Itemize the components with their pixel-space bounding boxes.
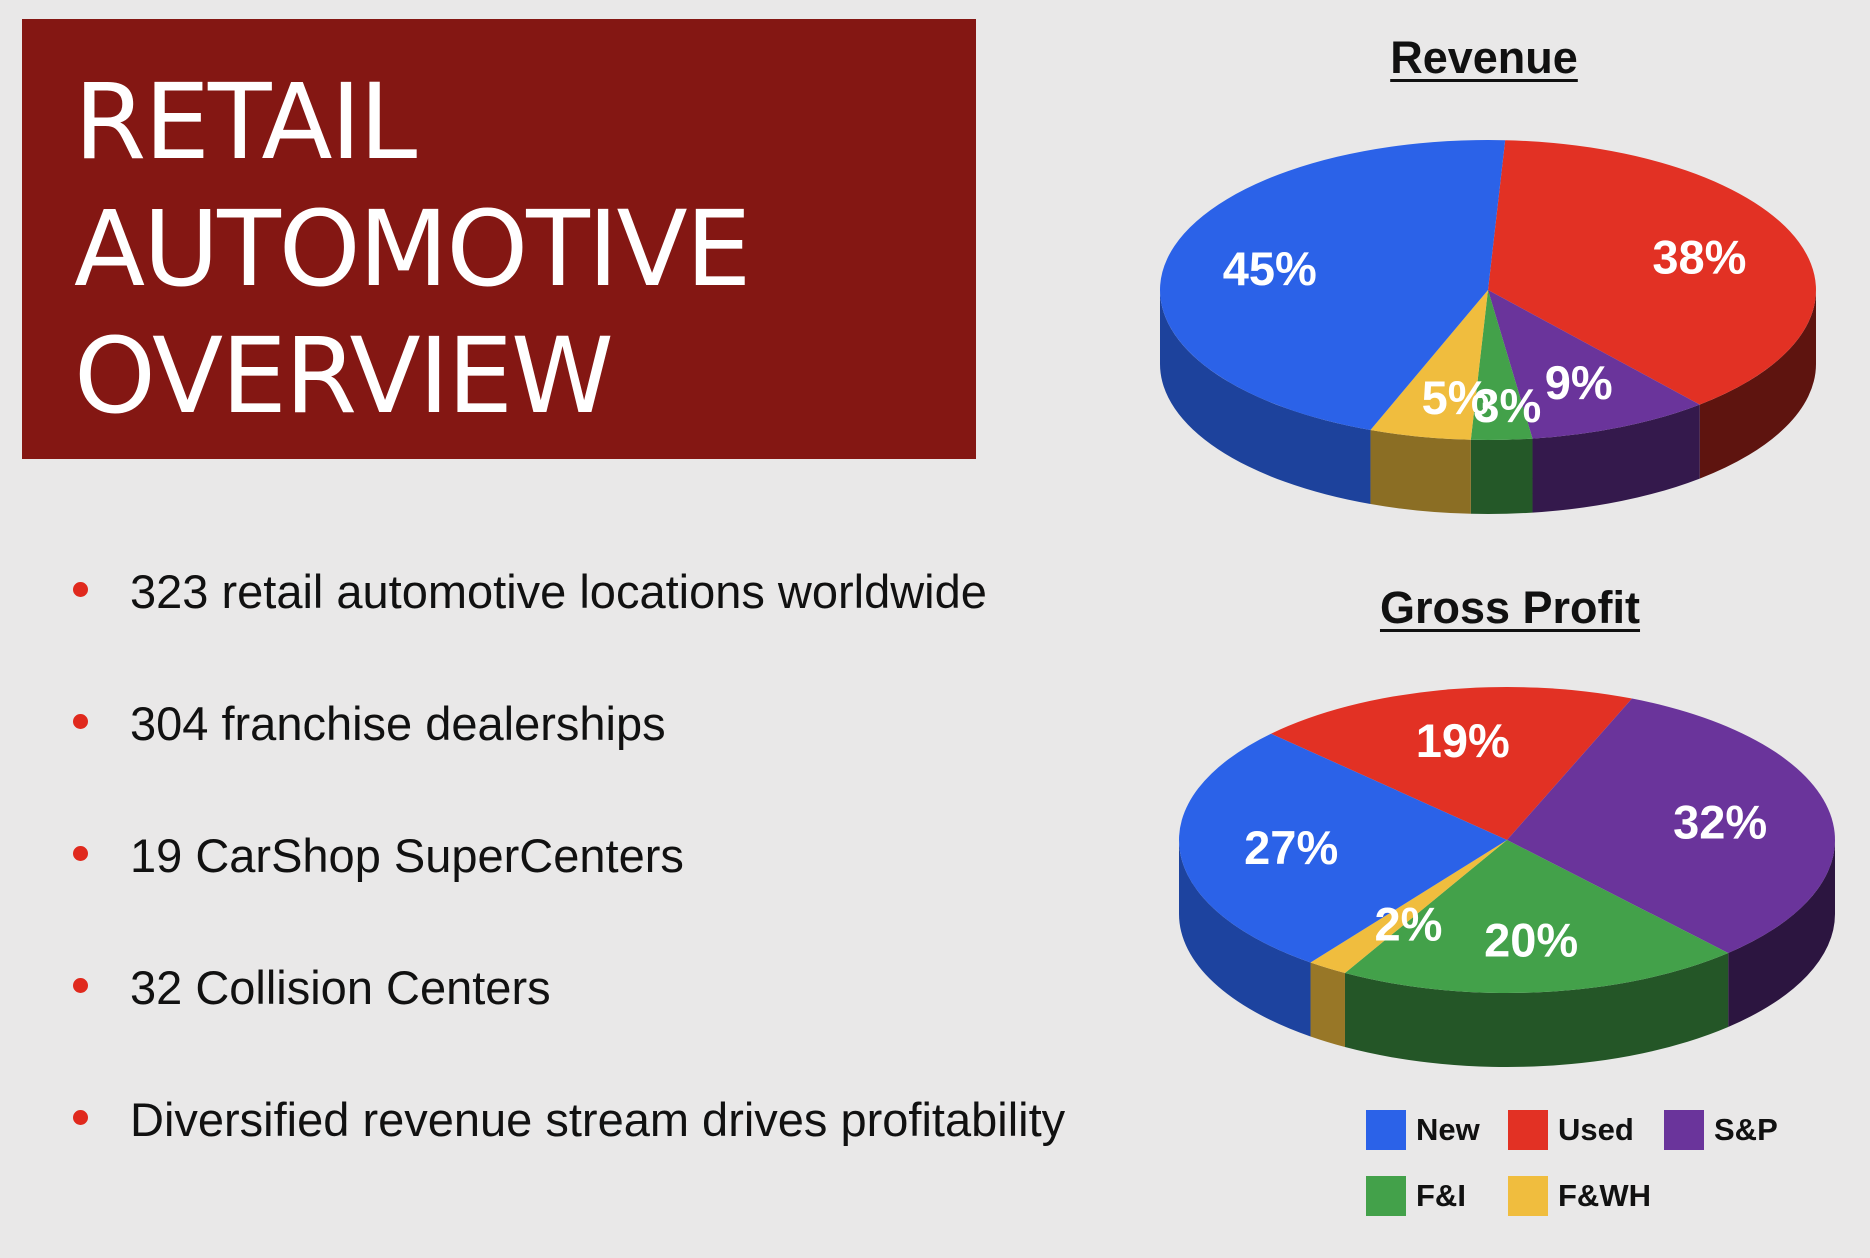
legend-swatch-used (1508, 1110, 1548, 1150)
pie-label-used: 19% (1416, 714, 1510, 767)
bullet-text: 19 CarShop SuperCenters (130, 829, 684, 882)
bullet-dot-icon (73, 582, 88, 597)
bullet-list: 323 retail automotive locations worldwid… (70, 560, 1065, 1220)
legend-item-s-and-p: S&P (1664, 1110, 1778, 1150)
bullet-text: 304 franchise dealerships (130, 697, 666, 750)
legend-swatch-f-and-i (1366, 1176, 1406, 1216)
pie-side-new (1179, 840, 1311, 1037)
bullet-item: 304 franchise dealerships (70, 692, 1065, 824)
pie-slice-f-and-wh (1310, 840, 1507, 974)
pie-label-new: 45% (1223, 242, 1317, 295)
legend-item-f-and-wh: F&WH (1508, 1176, 1651, 1216)
pie-label-f-and-wh: 5% (1422, 371, 1490, 424)
pie-side-used (1699, 290, 1816, 479)
chart-legend: New Used S&P F&I F&WH (1366, 1110, 1806, 1235)
bullet-item: 323 retail automotive locations worldwid… (70, 560, 1065, 692)
pie-slice-used (1488, 140, 1816, 405)
pie-label-s-and-p: 9% (1545, 356, 1613, 409)
pie-side-new (1160, 290, 1371, 505)
legend-swatch-f-and-wh (1508, 1176, 1548, 1216)
legend-swatch-new (1366, 1110, 1406, 1150)
pie-label-f-and-i: 20% (1484, 913, 1578, 966)
legend-label: F&I (1416, 1178, 1466, 1213)
pie-side-s-and-p (1728, 840, 1835, 1027)
pie-slice-f-and-wh (1370, 290, 1488, 440)
bullet-dot-icon (73, 978, 88, 993)
pie-label-new: 27% (1244, 821, 1338, 874)
legend-label: F&WH (1558, 1178, 1651, 1213)
pie-label-f-and-i: 3% (1473, 379, 1541, 432)
title-line-1: RETAIL (74, 61, 417, 183)
pie-side-f-and-i (1470, 438, 1533, 514)
legend-swatch-s-and-p (1664, 1110, 1704, 1150)
revenue-chart-title: Revenue (1390, 32, 1578, 83)
legend-item-used: Used (1508, 1110, 1634, 1150)
title-line-3: OVERVIEW (74, 315, 614, 437)
bullet-text: Diversified revenue stream drives profit… (130, 1093, 1066, 1146)
legend-item-new: New (1366, 1110, 1480, 1150)
gross-profit-chart-title: Gross Profit (1379, 582, 1641, 633)
pie-slice-new (1178, 733, 1507, 963)
pie-side-f-and-i (1344, 952, 1729, 1067)
pie-slice-f-and-i (1470, 290, 1533, 441)
bullet-item: 32 Collision Centers (70, 956, 1065, 1088)
bullet-item: 19 CarShop SuperCenters (70, 824, 1065, 956)
legend-label: S&P (1714, 1112, 1778, 1147)
title-banner: RETAIL AUTOMOTIVE OVERVIEW (22, 19, 976, 459)
pie-side-f-and-wh (1370, 430, 1471, 514)
bullet-text: 32 Collision Centers (130, 961, 551, 1014)
pie-slice-f-and-i (1344, 840, 1729, 994)
pie-slice-s-and-p (1488, 290, 1700, 439)
pie-label-used: 38% (1652, 230, 1746, 283)
pie-label-f-and-wh: 2% (1374, 897, 1442, 950)
legend-item-f-and-i: F&I (1366, 1176, 1466, 1216)
bullet-dot-icon (73, 714, 88, 729)
title-line-2: AUTOMOTIVE (74, 188, 751, 310)
legend-label: New (1416, 1112, 1480, 1147)
pie-slice-new (1159, 139, 1506, 431)
pie-side-f-and-wh (1310, 962, 1345, 1048)
legend-label: Used (1558, 1112, 1634, 1147)
bullet-text: 323 retail automotive locations worldwid… (130, 565, 987, 618)
bullet-dot-icon (73, 1110, 88, 1125)
pie-label-s-and-p: 32% (1673, 795, 1767, 848)
pie-slice-s-and-p (1507, 698, 1835, 953)
pie-slice-used (1271, 687, 1632, 840)
pie-side-s-and-p (1532, 404, 1700, 513)
bullet-dot-icon (73, 846, 88, 861)
bullet-item: Diversified revenue stream drives profit… (70, 1088, 1065, 1220)
